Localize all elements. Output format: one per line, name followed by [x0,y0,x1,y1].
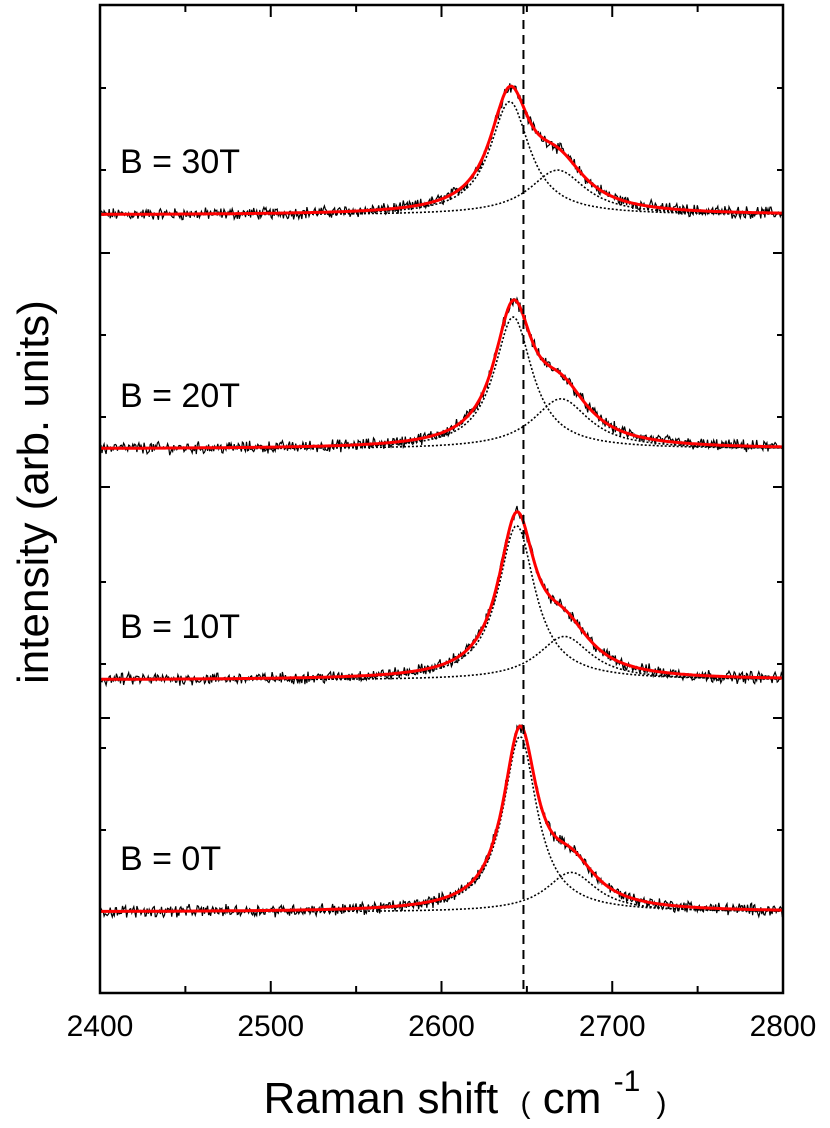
total-fit-curve [99,510,783,681]
x-axis-unit: cm [543,1074,602,1123]
x-tick-label: 2800 [750,1010,817,1043]
component-fits [99,100,784,913]
panel-label: B = 0T [120,840,221,878]
y-axis-label: intensity (arb. units) [9,300,58,684]
x-axis-label-text: Raman shift [263,1074,498,1123]
panel-labels: B = 30T B = 20T B = 10T B = 0T [120,143,240,878]
x-tick-labels: 2400 2500 2600 2700 2800 [67,1010,817,1043]
total-fit-curve [100,724,783,913]
panel-dividers [100,252,783,719]
panel-label: B = 30T [120,143,240,181]
component-fit-main [100,735,783,913]
total-fit-curve [100,298,783,450]
component-fit-main [100,524,783,681]
fit-traces [99,84,783,913]
x-axis-unit-close: ) [657,1087,667,1120]
panel-label: B = 20T [120,377,240,415]
x-tick-label: 2600 [408,1010,475,1043]
x-axis-unit-open: ( [520,1087,530,1120]
x-tick-label: 2500 [237,1010,304,1043]
total-fit-curve [100,84,783,216]
panel-label: B = 10T [120,608,240,646]
x-axis-unit-exponent: -1 [614,1065,641,1098]
x-axis-label: Raman shift ( cm -1 ) [263,1052,666,1123]
x-tick-label: 2700 [579,1010,646,1043]
x-tick-label: 2400 [67,1010,134,1043]
plot-frame [98,3,785,995]
data-trace [99,505,783,688]
data-trace [99,724,783,920]
